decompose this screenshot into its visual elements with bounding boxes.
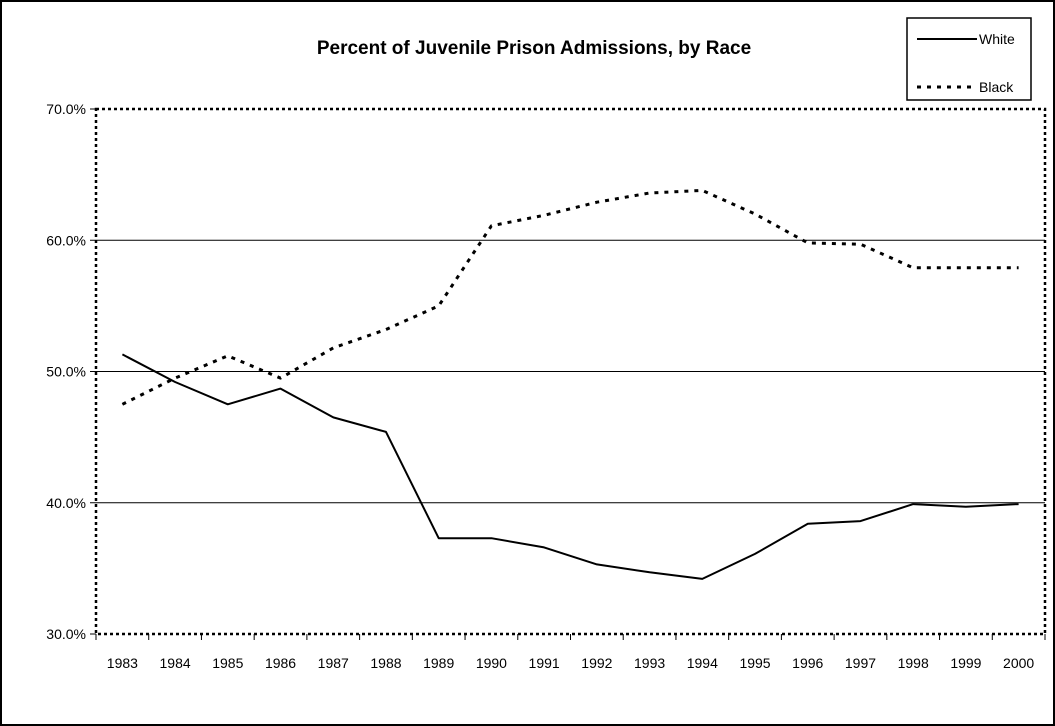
x-tick-label: 1992 xyxy=(581,655,612,671)
y-tick-label: 40.0% xyxy=(46,495,86,511)
x-tick-label: 1998 xyxy=(898,655,929,671)
series-line-white xyxy=(121,353,1019,580)
series-line-black xyxy=(121,188,1019,406)
legend-label-white: White xyxy=(979,31,1015,47)
y-tick-label: 50.0% xyxy=(46,364,86,380)
series-lines xyxy=(121,188,1019,580)
x-tick-label: 2000 xyxy=(1003,655,1034,671)
x-tick-label: 1988 xyxy=(370,655,401,671)
x-tick-label: 1990 xyxy=(476,655,507,671)
y-axis-tick-labels: 30.0% 40.0% 50.0% 60.0% 70.0% xyxy=(46,101,86,642)
x-axis-tick-labels: 1983 1984 1985 1986 1987 1988 1989 1990 1991 1992… xyxy=(107,655,1035,671)
legend-label-black: Black xyxy=(979,79,1014,95)
gridlines xyxy=(96,239,1045,504)
chart-title: Percent of Juvenile Prison Admissions, b… xyxy=(317,38,751,59)
legend: White Black xyxy=(906,17,1032,101)
y-tick-label: 60.0% xyxy=(46,232,86,248)
axes xyxy=(90,107,1047,640)
x-tick-label: 1989 xyxy=(423,655,454,671)
x-tick-label: 1996 xyxy=(792,655,823,671)
x-tick-label: 1995 xyxy=(739,655,770,671)
x-tick-label: 1986 xyxy=(265,655,296,671)
y-tick-label: 70.0% xyxy=(46,101,86,117)
x-tick-label: 1983 xyxy=(107,655,138,671)
x-tick-label: 1999 xyxy=(950,655,981,671)
x-tick-label: 1984 xyxy=(160,655,191,671)
x-tick-label: 1987 xyxy=(318,655,349,671)
x-tick-label: 1991 xyxy=(529,655,560,671)
x-tick-label: 1993 xyxy=(634,655,665,671)
x-tick-label: 1994 xyxy=(687,655,718,671)
plot-area-border xyxy=(94,107,1047,636)
x-tick-label: 1985 xyxy=(212,655,243,671)
y-tick-label: 30.0% xyxy=(46,626,86,642)
x-tick-label: 1997 xyxy=(845,655,876,671)
